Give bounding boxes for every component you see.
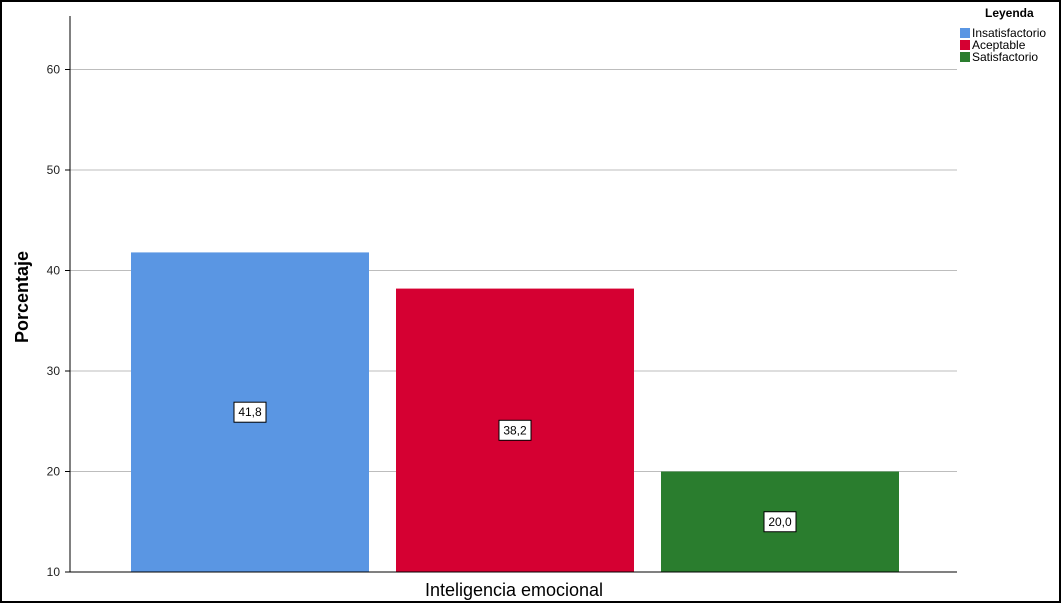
data-labels: 41,8 38,2 20,0 — [233, 401, 797, 533]
legend: Leyenda InsatisfactorioAceptableSatisfac… — [960, 6, 1046, 64]
data-label-box — [233, 401, 267, 423]
y-tick-label: 10 — [47, 565, 61, 579]
y-tick-label: 40 — [47, 264, 61, 278]
y-tick-label: 50 — [47, 163, 61, 177]
legend-swatch — [960, 52, 970, 62]
legend-title: Leyenda — [985, 6, 1034, 20]
legend-entry: Aceptable — [972, 38, 1026, 52]
legend-entry: Insatisfactorio — [972, 26, 1046, 40]
y-tick-label: 60 — [47, 63, 61, 77]
y-axis-title: Porcentaje — [12, 251, 32, 343]
legend-entry: Satisfactorio — [972, 50, 1038, 64]
axes: Inteligencia emocional Porcentaje — [12, 16, 957, 600]
x-axis-title: Inteligencia emocional — [425, 580, 603, 600]
bars — [131, 252, 899, 572]
data-label: 38,2 — [503, 423, 527, 437]
legend-swatch — [960, 40, 970, 50]
data-label-box — [763, 511, 797, 533]
data-label: 20,0 — [768, 515, 792, 529]
y-tick-label: 30 — [47, 364, 61, 378]
data-label: 41,8 — [238, 405, 262, 419]
data-label-box — [498, 419, 532, 441]
legend-swatch — [960, 28, 970, 38]
y-tick-label: 20 — [47, 465, 61, 479]
